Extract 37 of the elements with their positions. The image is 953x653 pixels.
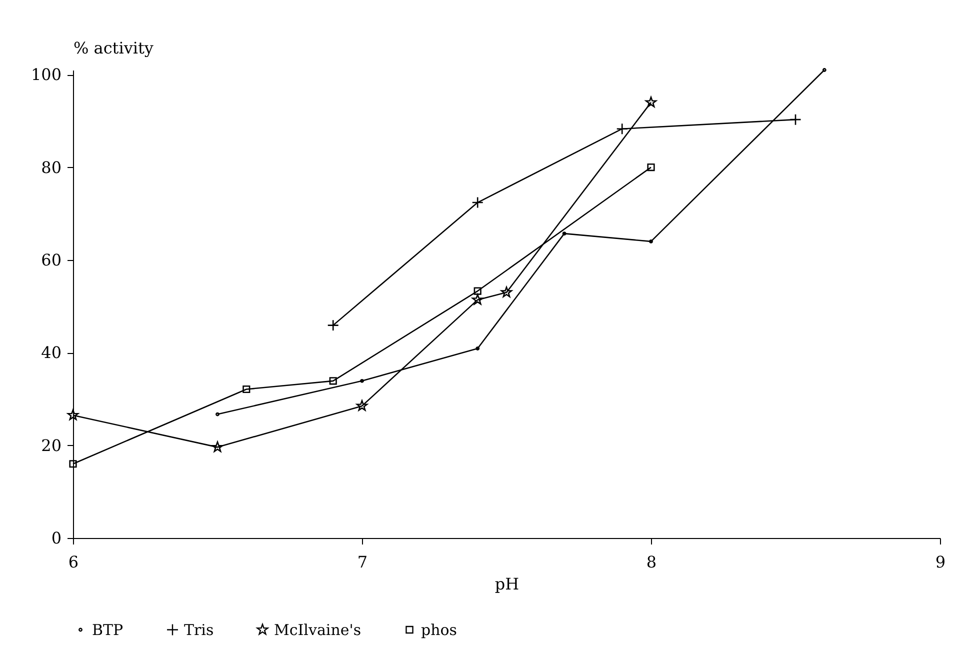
- legend-label: McIlvaine's: [274, 620, 362, 639]
- point: [472, 196, 484, 208]
- point: [356, 400, 368, 411]
- point: [329, 377, 337, 385]
- x-tick-label: 9: [935, 552, 946, 572]
- x-tick-label: 8: [646, 552, 657, 572]
- x-tick-label: 7: [357, 552, 368, 572]
- point: [360, 378, 364, 383]
- point: [474, 287, 482, 295]
- point: [790, 114, 802, 126]
- point: [500, 286, 512, 298]
- y-tick-label: 80: [41, 158, 62, 177]
- point: [616, 122, 628, 135]
- y-tick-label: 20: [41, 436, 62, 455]
- point: [242, 385, 250, 394]
- point: [327, 319, 339, 332]
- point: [647, 164, 655, 172]
- y-axis-title: % activity: [74, 38, 154, 58]
- point: [649, 239, 653, 244]
- y-tick-label: 0: [51, 528, 62, 548]
- point: [476, 346, 480, 350]
- legend-label: phos: [421, 620, 457, 639]
- y-tick-label: 60: [41, 250, 62, 270]
- legend-label: Tris: [184, 620, 214, 639]
- x-axis-title: pH: [494, 574, 520, 594]
- point: [562, 232, 566, 236]
- point: [67, 409, 79, 420]
- point: [216, 412, 220, 416]
- point: [212, 441, 224, 452]
- point: [822, 68, 826, 72]
- legend-label: BTP: [92, 620, 124, 639]
- x-tick-label: 6: [68, 552, 79, 572]
- point: [472, 294, 484, 305]
- y-tick-label: 100: [30, 65, 62, 84]
- point: [69, 460, 77, 468]
- y-tick-label: 40: [41, 343, 62, 362]
- point: [645, 96, 657, 108]
